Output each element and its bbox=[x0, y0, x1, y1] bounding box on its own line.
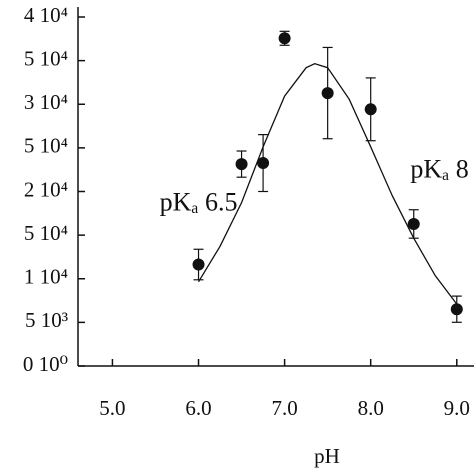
point bbox=[364, 103, 377, 116]
y-tick-label: 0 10⁰ bbox=[23, 352, 68, 376]
y-tick-label: 5 10⁴ bbox=[24, 46, 68, 70]
y-tick-label: 5 10⁴ bbox=[24, 134, 68, 158]
y-tick-label: 3 10⁴ bbox=[24, 90, 68, 114]
x-tick-label: 5.0 bbox=[99, 396, 125, 420]
y-tick-label: 4 10⁴ bbox=[24, 3, 68, 27]
point bbox=[278, 32, 291, 45]
point bbox=[257, 157, 270, 170]
y-tick-label: 5 10⁴ bbox=[24, 221, 68, 245]
x-tick-label: 9.0 bbox=[444, 396, 470, 420]
annotation: pKₐ 6.5 bbox=[160, 188, 238, 217]
x-tick-label: 6.0 bbox=[185, 396, 211, 420]
point bbox=[235, 158, 248, 171]
x-axis-label: pH bbox=[314, 444, 340, 468]
x-tick-label: 7.0 bbox=[271, 396, 297, 420]
point bbox=[450, 303, 463, 316]
point bbox=[321, 87, 334, 100]
x-tick-label: 8.0 bbox=[358, 396, 384, 420]
fit-curve bbox=[197, 62, 458, 305]
y-tick-label: 1 10⁴ bbox=[24, 265, 68, 289]
y-tick-label: 2 10⁴ bbox=[24, 177, 68, 201]
point bbox=[192, 258, 205, 271]
y-tick-label: 5 10³ bbox=[25, 308, 68, 332]
annotation: pKₐ 8 bbox=[410, 154, 468, 183]
point bbox=[407, 217, 420, 230]
